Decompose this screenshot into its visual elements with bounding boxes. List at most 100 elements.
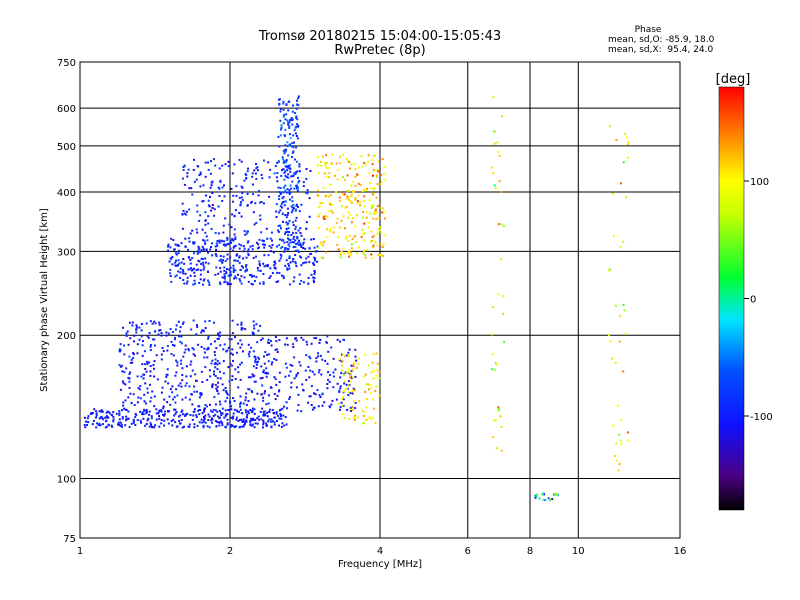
data-point <box>366 160 369 163</box>
data-point <box>203 239 206 242</box>
data-point <box>326 383 329 385</box>
data-point <box>536 493 539 496</box>
data-point <box>288 398 291 400</box>
x-tick-label: 1 <box>77 546 83 557</box>
chart-subtitle: RwPretec (8p) <box>334 43 425 58</box>
data-point <box>343 193 346 196</box>
data-point <box>308 197 311 200</box>
data-point <box>344 227 346 230</box>
data-point <box>229 283 232 286</box>
data-point <box>296 123 298 126</box>
data-point <box>335 162 338 165</box>
data-point <box>279 247 282 250</box>
data-point <box>179 422 182 425</box>
data-point <box>248 355 251 358</box>
data-point <box>293 141 295 144</box>
data-point <box>251 331 254 334</box>
data-point <box>267 341 269 344</box>
data-point <box>290 175 293 178</box>
data-point <box>223 273 226 276</box>
data-point <box>260 393 263 396</box>
data-point <box>176 425 179 428</box>
data-point <box>362 233 365 235</box>
data-point <box>310 404 313 406</box>
data-point <box>544 499 547 502</box>
data-point <box>211 254 214 257</box>
data-point <box>370 371 373 374</box>
data-point <box>348 190 351 192</box>
data-point <box>259 218 262 221</box>
data-point <box>151 322 154 325</box>
data-point <box>219 370 221 373</box>
data-point <box>240 185 243 188</box>
data-point <box>317 371 320 374</box>
data-point <box>365 419 368 421</box>
data-point <box>172 331 174 333</box>
data-point <box>245 256 248 259</box>
data-point <box>345 354 348 357</box>
data-point <box>153 338 156 341</box>
data-point <box>228 242 231 245</box>
data-point <box>355 366 358 369</box>
data-point <box>324 164 327 167</box>
data-point <box>297 104 300 107</box>
data-point <box>226 283 229 286</box>
data-point <box>143 409 146 412</box>
data-point <box>239 405 242 408</box>
data-point <box>251 193 254 196</box>
data-point <box>363 188 365 191</box>
data-point <box>319 354 322 357</box>
data-point <box>133 334 136 337</box>
data-point <box>234 238 237 240</box>
data-point <box>234 378 237 380</box>
data-point <box>549 498 552 501</box>
data-point <box>95 414 98 417</box>
data-point <box>117 423 119 426</box>
data-point <box>122 404 125 407</box>
data-point <box>188 268 191 271</box>
data-point <box>330 209 333 212</box>
data-point <box>281 201 284 204</box>
data-point <box>350 410 352 412</box>
data-point <box>495 447 498 450</box>
data-point <box>268 408 271 411</box>
data-point <box>226 236 229 239</box>
data-point <box>165 376 168 378</box>
data-point <box>196 252 199 255</box>
data-point <box>106 410 109 413</box>
data-point <box>284 343 286 346</box>
data-point <box>232 397 235 399</box>
data-point <box>164 410 166 413</box>
data-point <box>121 416 124 418</box>
data-point <box>118 364 121 367</box>
data-point <box>174 401 177 404</box>
data-point <box>241 425 244 428</box>
data-point <box>332 375 335 378</box>
data-point <box>249 423 252 426</box>
data-point <box>336 338 339 341</box>
data-point <box>282 108 285 111</box>
data-point <box>198 396 201 399</box>
data-point <box>247 376 250 379</box>
data-point <box>161 347 164 349</box>
data-point <box>612 424 614 427</box>
data-point <box>247 388 250 391</box>
data-point <box>155 418 158 421</box>
data-point <box>168 410 170 413</box>
data-point <box>176 394 179 397</box>
data-point <box>277 160 280 163</box>
data-point <box>277 414 280 417</box>
data-point <box>367 221 370 224</box>
data-point <box>354 184 357 187</box>
data-point <box>313 263 316 266</box>
data-point <box>240 265 243 268</box>
data-point <box>153 426 156 429</box>
data-point <box>282 161 285 164</box>
data-point <box>270 344 273 347</box>
data-point <box>242 402 245 405</box>
data-point <box>91 411 94 414</box>
data-point <box>182 321 185 324</box>
data-point <box>233 228 236 231</box>
data-point <box>273 260 276 263</box>
data-point <box>124 408 127 411</box>
